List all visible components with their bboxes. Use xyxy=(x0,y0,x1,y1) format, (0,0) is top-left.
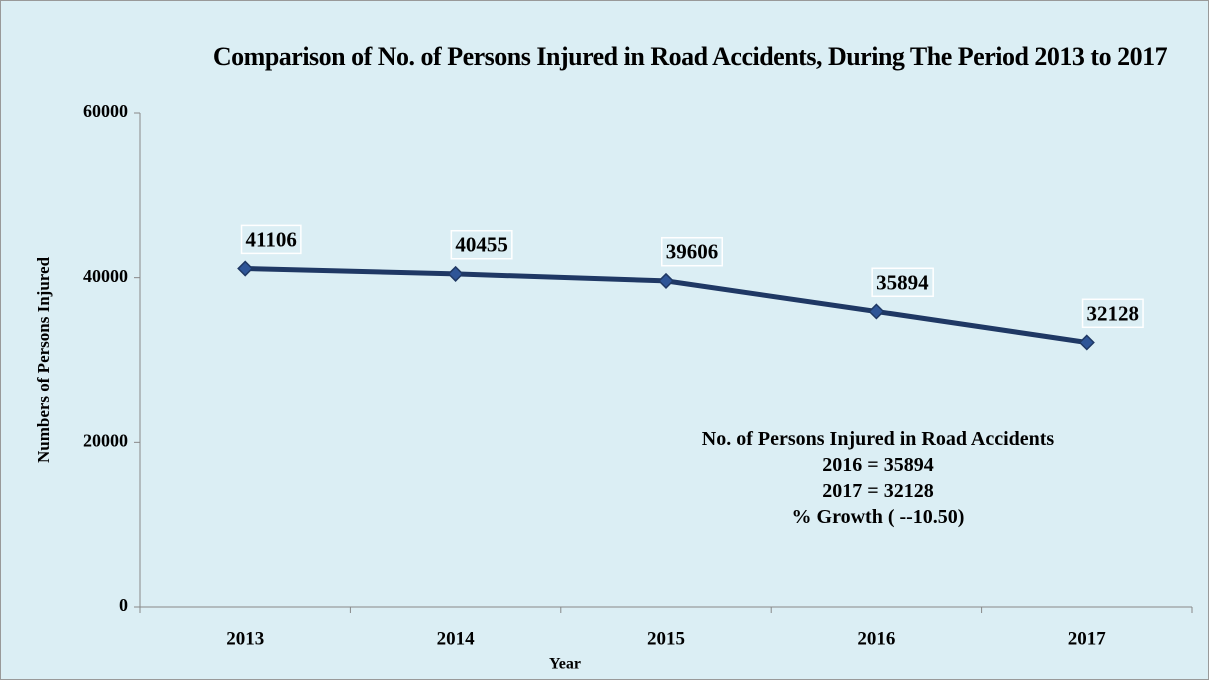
annotation: No. of Persons Injured in Road Accidents… xyxy=(698,426,1058,530)
x-tick-label: 2016 xyxy=(857,628,895,649)
annotation-line: 2017 = 32128 xyxy=(822,480,934,502)
marker xyxy=(237,260,254,277)
x-tick-label: 2017 xyxy=(1068,628,1107,649)
data-label-box xyxy=(871,267,934,298)
marker xyxy=(1078,334,1095,351)
annotation-line: % Growth ( --10.50) xyxy=(791,506,965,528)
x-tick-label: 2015 xyxy=(647,628,685,649)
marker xyxy=(447,265,464,282)
annotation-line: 2016 = 35894 xyxy=(822,454,934,476)
data-label: 40455 xyxy=(455,233,508,257)
y-tick-label: 20000 xyxy=(83,430,128,450)
data-label: 39606 xyxy=(666,240,719,264)
x-tick-label: 2013 xyxy=(226,628,264,649)
data-label: 41106 xyxy=(246,227,297,251)
y-axis-label: Numbers of Persons Injured xyxy=(34,256,53,463)
y-tick-label: 0 xyxy=(119,595,128,615)
marker xyxy=(657,272,675,289)
data-label-box xyxy=(661,236,723,267)
data-label-group: 41106 xyxy=(240,224,302,255)
data-label-group: 39606 xyxy=(661,236,723,267)
data-label: 35894 xyxy=(876,270,929,294)
data-label-box xyxy=(450,229,513,260)
data-label-box xyxy=(240,224,302,255)
y-tick-label: 60000 xyxy=(83,101,128,121)
data-label-group: 32128 xyxy=(1081,298,1144,329)
y-tick-label: 40000 xyxy=(83,266,128,286)
x-tick-label: 2014 xyxy=(437,628,476,649)
data-label-box xyxy=(1081,298,1144,329)
data-label-group: 40455 xyxy=(450,229,513,260)
data-label-group: 35894 xyxy=(871,267,934,298)
marker xyxy=(868,303,885,320)
x-axis-label: Year xyxy=(549,656,581,673)
chart-title: Comparison of No. of Persons Injured in … xyxy=(212,42,1168,71)
annotation-line: No. of Persons Injured in Road Accidents xyxy=(701,428,1055,450)
data-label: 32128 xyxy=(1087,301,1140,325)
